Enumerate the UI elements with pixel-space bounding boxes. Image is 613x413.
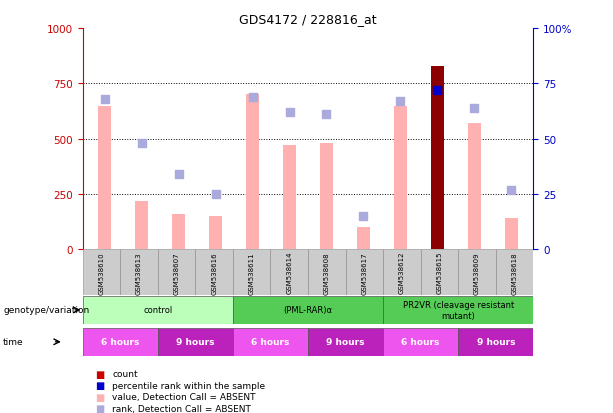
Bar	[120, 250, 158, 295]
Bar	[431, 66, 444, 250]
Bar	[504, 219, 517, 250]
Text: 6 hours: 6 hours	[402, 337, 440, 347]
Point	[359, 214, 368, 220]
Bar	[135, 201, 148, 250]
Bar	[383, 296, 533, 324]
Text: 9 hours: 9 hours	[326, 337, 365, 347]
Text: GSM538610: GSM538610	[99, 252, 105, 294]
Text: percentile rank within the sample: percentile rank within the sample	[112, 381, 265, 390]
Bar	[83, 250, 120, 295]
Text: GSM538617: GSM538617	[361, 252, 367, 294]
Bar	[357, 228, 370, 250]
Bar	[468, 124, 481, 250]
Text: 6 hours: 6 hours	[251, 337, 290, 347]
Bar	[458, 328, 533, 356]
Text: GSM538615: GSM538615	[436, 252, 443, 294]
Text: 9 hours: 9 hours	[476, 337, 515, 347]
Point	[137, 140, 147, 147]
Bar	[233, 328, 308, 356]
Bar	[99, 106, 112, 250]
Bar	[246, 95, 259, 250]
Text: ■: ■	[95, 380, 104, 390]
Point	[174, 171, 184, 178]
Bar	[233, 296, 383, 324]
Point	[432, 88, 442, 94]
Point	[322, 112, 332, 119]
Point	[284, 109, 294, 116]
Bar	[209, 217, 222, 250]
Bar	[421, 250, 458, 295]
Text: GSM538614: GSM538614	[286, 252, 292, 294]
Bar	[496, 250, 533, 295]
Text: value, Detection Call = ABSENT: value, Detection Call = ABSENT	[112, 392, 256, 401]
Point	[248, 94, 257, 101]
Bar	[383, 250, 421, 295]
Bar	[346, 250, 383, 295]
Title: GDS4172 / 228816_at: GDS4172 / 228816_at	[239, 13, 377, 26]
Bar	[158, 250, 196, 295]
Text: GSM538607: GSM538607	[173, 252, 180, 294]
Text: ■: ■	[95, 404, 104, 413]
Text: PR2VR (cleavage resistant
mutant): PR2VR (cleavage resistant mutant)	[403, 301, 514, 320]
Text: time: time	[3, 337, 24, 347]
Text: control: control	[143, 306, 172, 315]
Text: rank, Detection Call = ABSENT: rank, Detection Call = ABSENT	[112, 404, 251, 413]
Text: count: count	[112, 369, 138, 378]
Bar	[83, 296, 233, 324]
Text: GSM538609: GSM538609	[474, 252, 480, 294]
Text: genotype/variation: genotype/variation	[3, 306, 89, 315]
Bar	[233, 250, 270, 295]
Bar	[458, 250, 496, 295]
Bar	[172, 214, 185, 250]
Text: GSM538618: GSM538618	[511, 252, 517, 294]
Point	[100, 96, 110, 103]
Point	[470, 105, 479, 112]
Text: GSM538613: GSM538613	[136, 252, 142, 294]
Bar	[283, 146, 296, 250]
Bar	[158, 328, 233, 356]
Text: ■: ■	[95, 369, 104, 379]
Bar	[308, 328, 383, 356]
Text: GSM538608: GSM538608	[324, 252, 330, 294]
Text: ■: ■	[95, 392, 104, 402]
Text: (PML-RAR)α: (PML-RAR)α	[284, 306, 332, 315]
Point	[211, 191, 221, 198]
Bar	[270, 250, 308, 295]
Bar	[383, 328, 458, 356]
Bar	[308, 250, 346, 295]
Bar	[320, 144, 333, 250]
Text: 9 hours: 9 hours	[176, 337, 215, 347]
Text: GSM538611: GSM538611	[249, 252, 255, 294]
Bar	[83, 328, 158, 356]
Point	[506, 187, 516, 194]
Bar	[196, 250, 233, 295]
Point	[395, 99, 405, 105]
Text: GSM538612: GSM538612	[399, 252, 405, 294]
Text: 6 hours: 6 hours	[101, 337, 140, 347]
Bar	[394, 106, 407, 250]
Text: GSM538616: GSM538616	[211, 252, 217, 294]
